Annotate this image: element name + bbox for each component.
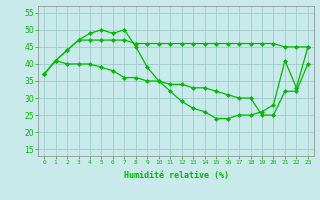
X-axis label: Humidité relative (%): Humidité relative (%): [124, 171, 228, 180]
